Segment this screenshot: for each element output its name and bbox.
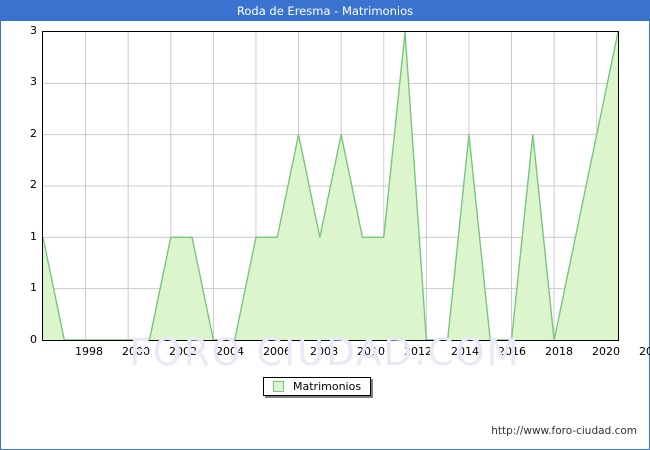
x-axis-tick-label: 2018 [545,345,573,358]
x-axis-tick-label: 2016 [498,345,526,358]
x-axis-tick-label: 2012 [404,345,432,358]
x-axis-tick-label: 1998 [75,345,103,358]
x-axis-tick-label: 2000 [122,345,150,358]
page-title: Roda de Eresma - Matrimonios [1,1,649,21]
legend-swatch-matrimonios [273,381,284,392]
x-axis-tick-label: 2014 [451,345,479,358]
x-axis-tick-label: 2022 [639,345,650,358]
y-axis-tick-label: 0 [30,333,37,346]
chart-canvas: 3 3 2 2 1 1 0 1998 2000 2002 2004 2006 2… [1,21,650,366]
x-axis-tick-label: 2004 [216,345,244,358]
chart-legend: Matrimonios [263,377,372,396]
plot-area [42,31,619,341]
x-axis-tick-label: 2010 [357,345,385,358]
x-axis-tick-label: 2006 [263,345,291,358]
y-axis-tick-label: 3 [30,24,37,37]
y-axis-tick-label: 3 [30,75,37,88]
area-series-line [43,32,618,340]
y-axis-tick-label: 2 [30,127,37,140]
x-axis-tick-label: 2008 [310,345,338,358]
area-series-svg [43,32,618,340]
source-url: http://www.foro-ciudad.com [491,425,637,437]
y-axis-tick-label: 1 [30,230,37,243]
x-axis-tick-label: 2020 [592,345,620,358]
x-axis-tick-label: 2002 [169,345,197,358]
y-axis-tick-label: 2 [30,178,37,191]
y-axis-tick-label: 1 [30,281,37,294]
legend-label-matrimonios: Matrimonios [293,380,362,393]
